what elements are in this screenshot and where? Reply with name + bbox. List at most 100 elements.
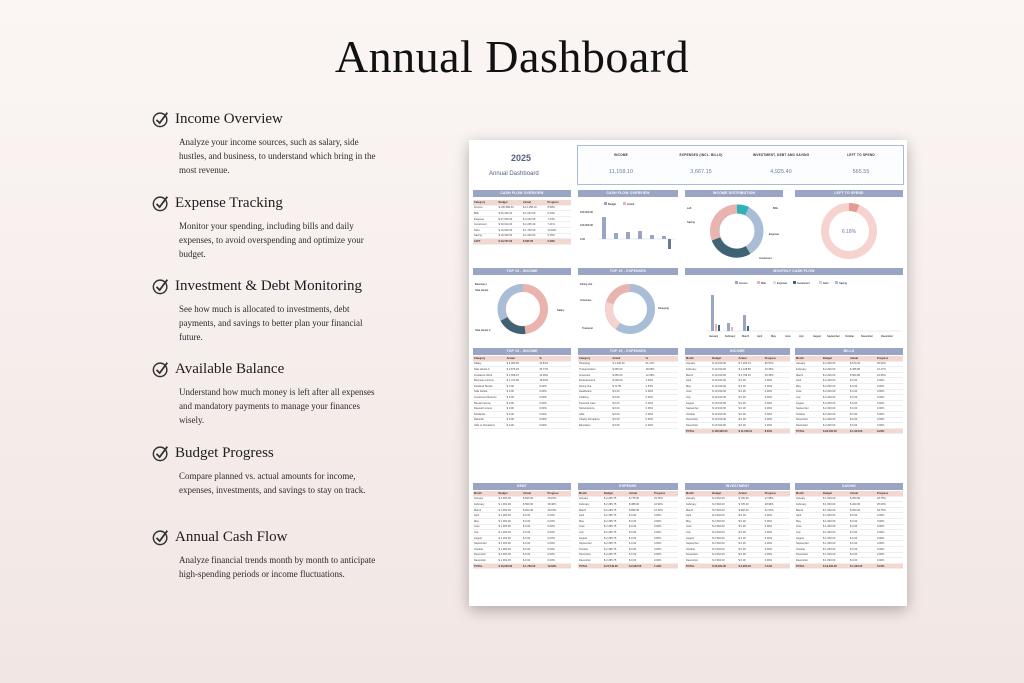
section-header: SAVING [795,483,903,490]
bar [626,232,630,239]
section-header: EXPENSE [578,483,678,490]
section-header: DEBT [473,483,571,490]
bar [650,235,654,239]
svg-text:March: March [742,334,750,338]
bar [638,231,642,239]
feature-description: Analyze your income sources, such as sal… [179,137,376,175]
page-title: Annual Dashboard [334,31,690,82]
svg-text:100,000.00: 100,000.00 [580,223,594,227]
check-circle-icon [152,112,169,128]
section-header: TOP 10 - INCOME [473,348,571,355]
debt-table: Month Budget Actual Progress January $ 1,300… [473,491,571,570]
section-header: INCOME [685,348,790,355]
section-header: TOP 10 - EXPENSES [578,348,678,355]
svg-text:Income: Income [739,281,748,285]
check-circle-icon [152,530,169,546]
svg-text:February: February [725,334,736,338]
donut-slice [710,204,738,241]
svg-text:Debt: Debt [823,281,829,285]
svg-text:September: September [827,334,840,338]
legend-actual: Actual [627,202,635,206]
top-expense-table: Category Actual% Shopping $ 1,236.00 61.11%… [578,356,678,429]
donut-slice [711,237,751,258]
feature-description: Understand how much money is left after … [179,387,375,425]
svg-text:July: July [799,334,804,338]
svg-text:150,000.00: 150,000.00 [580,210,594,214]
debt-table-panel: Month Budget Actual Progress January $ 1,300… [473,491,571,570]
feature-title: Investment & Debt Monitoring [175,277,363,294]
bills-table: Month Budget Actual Progress January $ 2,200… [795,356,903,435]
section-header: TOP 10 - EXPENSES [578,268,678,275]
feature-description: Monitor your spending, including bills a… [179,221,364,259]
svg-text:0.00: 0.00 [580,237,586,241]
feature-title: Annual Cash Flow [175,528,288,545]
feature-description: Compare planned vs. actual amounts for i… [179,471,366,495]
left-to-spend-gauge: 6.18% [821,203,877,259]
svg-text:Bills: Bills [773,206,778,210]
kpi-left-to-spend: LEFT TO SPEND 565.55 [847,153,875,175]
dashboard-subtitle: Annual Dashboard [489,171,539,177]
cashflow-bar-chart: Budget Actual 150,000.00 100,000.00 0.00 [580,202,676,249]
legend-budget: Budget [608,202,617,206]
svg-text:Expense: Expense [777,281,788,285]
bar [662,236,666,239]
donut-slice [736,204,749,216]
svg-text:Side Hustle 2: Side Hustle 2 [475,328,491,332]
check-circle-icon [152,196,169,212]
feature-available-balance: Available Balance Understand how much mo… [152,360,392,427]
svg-text:August: August [813,334,821,338]
check-circle-icon [152,446,169,462]
dashboard-sheet: 2025 Annual Dashboard INCOME 11,158.10 EX… [469,140,907,606]
feature-title: Available Balance [175,360,285,377]
legend-swatch-actual [623,202,626,205]
expense-table: Month Budget Actual Progress January $ 2,295… [578,491,678,570]
section-header: INVESTMENT [685,483,790,490]
svg-text:April: April [757,334,763,338]
top-income-table-panel: Category Actual% Salary $ 4,999.95 44.81% S… [473,356,571,429]
investment-table: Month Budget Actual Progress January $ 2,502… [685,491,790,570]
svg-text:Left: Left [687,206,692,210]
svg-text:Dining Out: Dining Out [580,282,593,286]
kpi-investment: INVESTMENT, DEBT AND SAVING 4,925.40 [752,153,810,175]
income-table: Month Budget Actual Progress January $ 10,91… [685,356,790,435]
svg-text:Saving: Saving [687,220,695,224]
feature-income-overview: Income Overview Analyze your income sour… [152,110,392,177]
monthly-cashflow-chart: Income Bills Expense Investment Debt Sav… [707,281,901,338]
top-expense-table-panel: Category Actual% Shopping $ 1,236.00 61.11%… [578,356,678,429]
section-header: CASH FLOW OVERVIEW [578,190,678,197]
svg-text:Transport: Transport [582,326,593,330]
bar [614,233,618,239]
svg-text:Salary: Salary [557,308,565,312]
feature-investment-debt: Investment & Debt Monitoring See how muc… [152,277,392,344]
svg-text:December: December [881,334,893,338]
svg-text:Shopping: Shopping [658,306,670,310]
kpi-strip: INCOME 11,158.10 EXPENSES (INCL. BILLS) 3,… [577,145,904,185]
check-circle-icon [152,362,169,378]
svg-text:January: January [709,334,719,338]
section-header: BILLS [795,348,903,355]
feature-title: Expense Tracking [175,194,283,211]
saving-table-panel: Month Budget Actual Progress January $ 1,600… [795,491,903,570]
section-header: LEFT TO SPEND [795,190,903,197]
feature-title: Income Overview [175,110,283,127]
dashboard-year: 2025 [511,153,532,163]
svg-text:Bills: Bills [761,281,766,285]
income-table-panel: Month Budget Actual Progress January $ 10,91… [685,356,790,435]
cashflow-table: Category Budget Actual Progress Income $ 130… [473,200,571,245]
svg-text:Investment: Investment [797,281,810,285]
svg-text:Expense: Expense [769,232,780,236]
svg-text:October: October [845,334,854,338]
investment-table-panel: Month Budget Actual Progress January $ 2,502… [685,491,790,570]
kpi-expenses: EXPENSES (INCL. BILLS) 3,667.15 [679,153,723,175]
bar [668,239,671,249]
svg-text:November: November [861,334,873,338]
feature-budget-progress: Budget Progress Compare planned vs. actu… [152,444,392,497]
feature-description: Analyze financial trends month by month … [179,555,376,579]
cashflow-table-panel: Category Budget Actual Progress Income $ 130… [473,200,571,245]
expense-table-panel: Month Budget Actual Progress January $ 2,295… [578,491,678,570]
feature-annual-cash-flow: Annual Cash Flow Analyze financial trend… [152,528,392,581]
svg-text:Groceries: Groceries [580,298,592,302]
section-header: MONTHLY CASH FLOW [685,268,903,275]
income-distribution-chart: Left Bills Saving Expense Investment [687,204,780,260]
svg-text:Business I: Business I [475,282,487,286]
